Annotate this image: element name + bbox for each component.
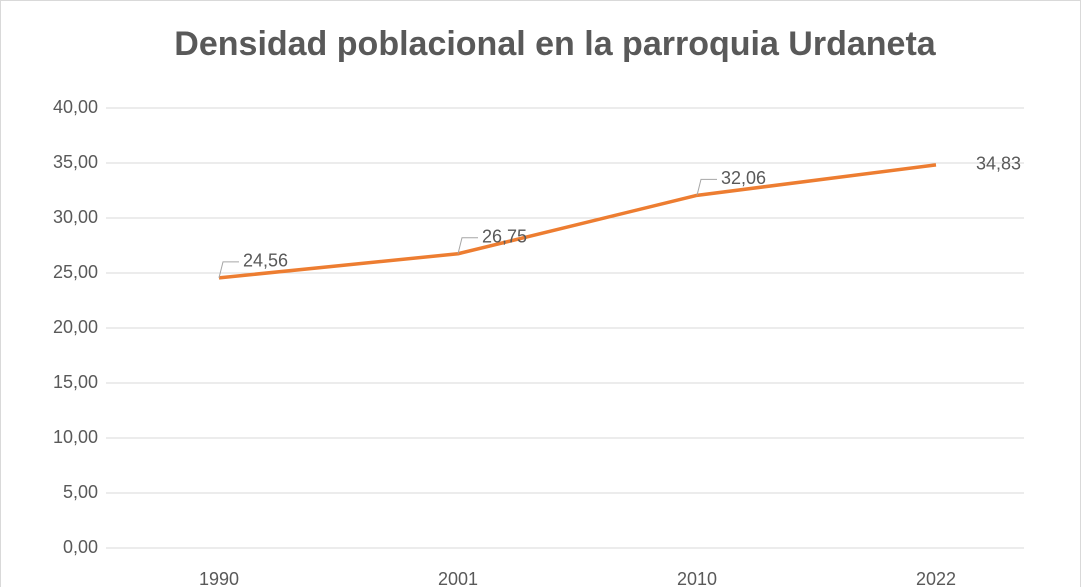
chart-title: Densidad poblacional en la parroquia Urd… bbox=[174, 25, 936, 63]
label-leader bbox=[218, 261, 239, 278]
data-label: 32,06 bbox=[721, 168, 766, 188]
data-label: 34,83 bbox=[976, 154, 1021, 174]
data-label: 24,56 bbox=[243, 251, 288, 271]
y-tick-label: 30,00 bbox=[53, 207, 98, 227]
line bbox=[218, 163, 937, 280]
y-tick-label: 35,00 bbox=[53, 152, 98, 172]
x-tick-label: 2001 bbox=[438, 569, 478, 587]
y-tick-label: 10,00 bbox=[53, 427, 98, 447]
label-leader bbox=[457, 237, 478, 254]
y-tick-label: 0,00 bbox=[63, 537, 98, 557]
x-tick-label: 2010 bbox=[677, 569, 717, 587]
x-tick-label: 2022 bbox=[916, 569, 956, 587]
y-tick-label: 15,00 bbox=[53, 372, 98, 392]
y-tick-label: 25,00 bbox=[53, 262, 98, 282]
y-tick-label: 40,00 bbox=[53, 97, 98, 117]
data-label: 26,75 bbox=[482, 227, 527, 247]
label-leader bbox=[696, 178, 717, 196]
x-tick-label: 1990 bbox=[199, 569, 239, 587]
y-tick-label: 20,00 bbox=[53, 317, 98, 337]
y-tick-label: 5,00 bbox=[63, 482, 98, 502]
